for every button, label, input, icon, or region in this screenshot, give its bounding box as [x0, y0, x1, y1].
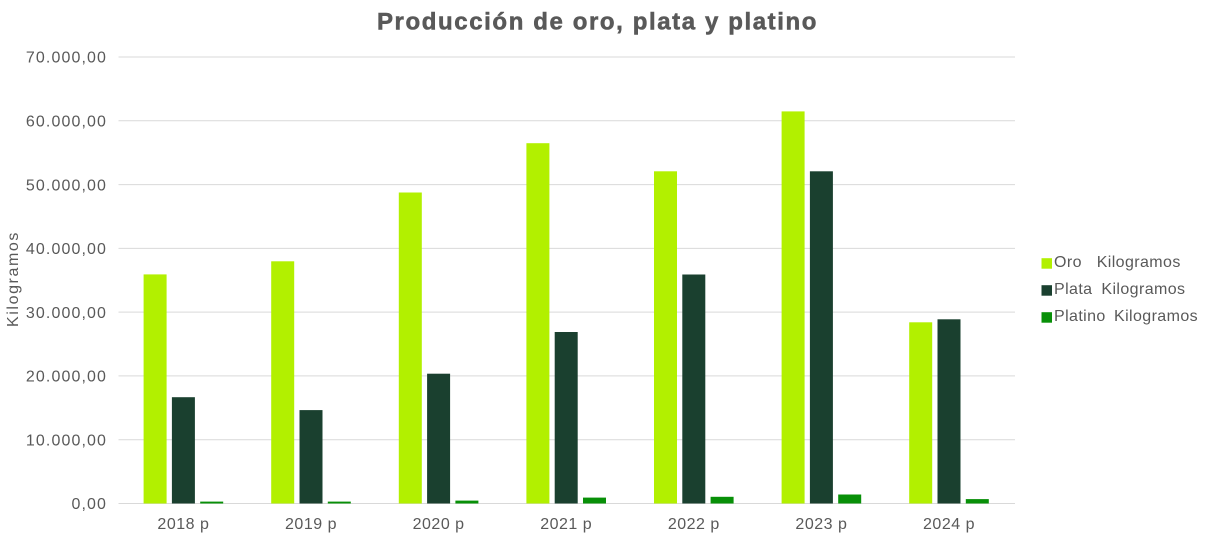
svg-text:2018 p: 2018 p	[157, 516, 209, 533]
svg-text:30.000,00: 30.000,00	[26, 305, 107, 322]
svg-text:2023 p: 2023 p	[795, 516, 847, 533]
svg-text:10.000,00: 10.000,00	[26, 432, 107, 449]
svg-text:2024 p: 2024 p	[923, 516, 975, 533]
svg-text:60.000,00: 60.000,00	[26, 114, 107, 131]
svg-text:0,00: 0,00	[71, 496, 107, 513]
svg-text:40.000,00: 40.000,00	[26, 241, 107, 258]
svg-text:Kilogramos: Kilogramos	[5, 231, 22, 327]
svg-text:2019 p: 2019 p	[285, 516, 337, 533]
svg-text:2022 p: 2022 p	[668, 516, 720, 533]
svg-text:Kilogramos: Kilogramos	[1097, 254, 1181, 271]
svg-text:Kilogramos: Kilogramos	[1101, 281, 1185, 298]
svg-text:2021 p: 2021 p	[540, 516, 592, 533]
svg-text:70.000,00: 70.000,00	[26, 50, 107, 67]
svg-text:Plata: Plata	[1054, 281, 1092, 298]
svg-text:Producción de oro, plata y pla: Producción de oro, plata y platino	[377, 9, 818, 36]
svg-text:Platino: Platino	[1054, 308, 1106, 325]
svg-text:50.000,00: 50.000,00	[26, 177, 107, 194]
svg-text:20.000,00: 20.000,00	[26, 369, 107, 386]
svg-text:Kilogramos: Kilogramos	[1114, 308, 1198, 325]
svg-text:Oro: Oro	[1054, 254, 1082, 271]
svg-text:2020 p: 2020 p	[413, 516, 465, 533]
